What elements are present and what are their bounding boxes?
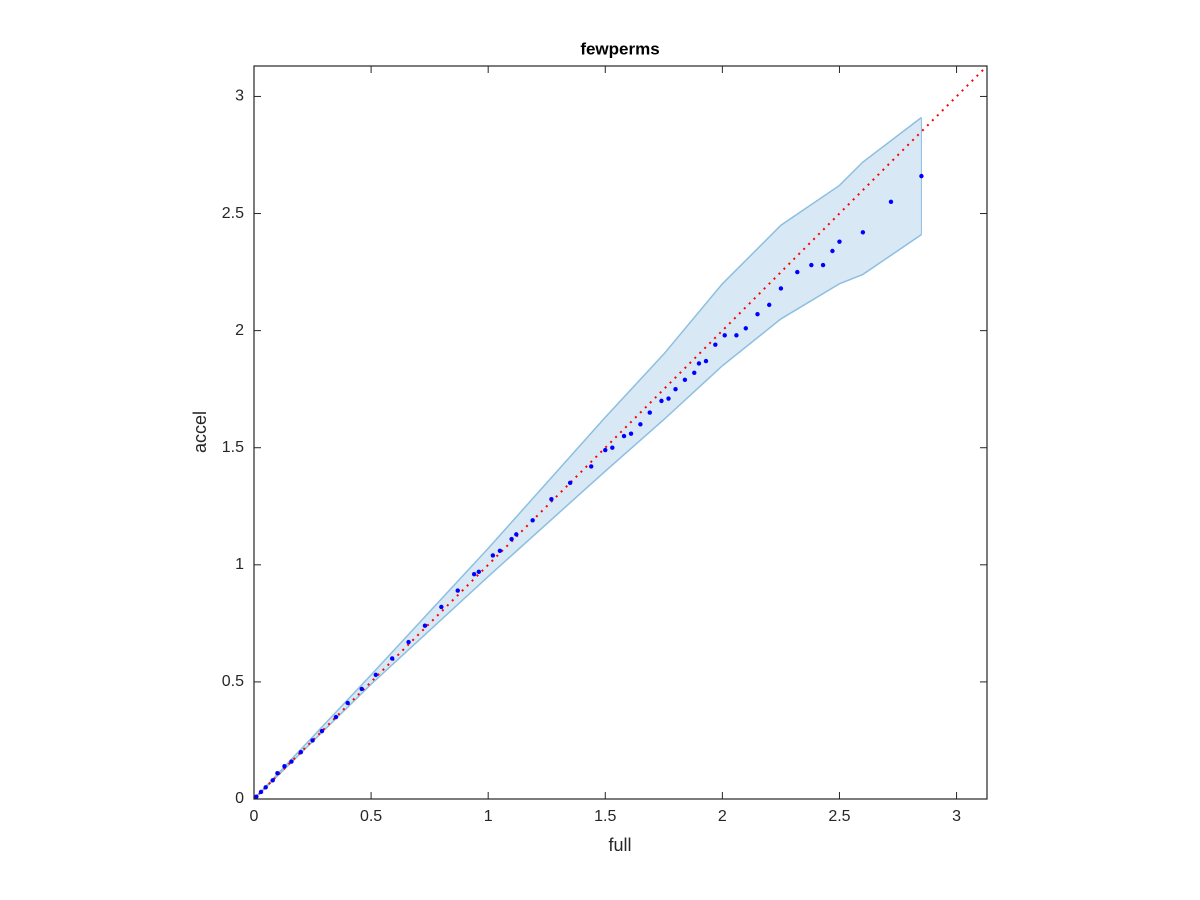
data-point bbox=[603, 447, 608, 453]
data-point bbox=[289, 759, 294, 764]
data-point bbox=[682, 377, 688, 383]
y-tick-label: 0.5 bbox=[222, 673, 244, 690]
y-tick-label: 3 bbox=[235, 88, 244, 105]
data-point bbox=[298, 749, 304, 755]
x-tick-label: 2 bbox=[718, 808, 727, 825]
data-point bbox=[703, 358, 709, 364]
band-edge bbox=[253, 116, 922, 800]
data-point bbox=[837, 239, 842, 244]
y-tick-label: 2.5 bbox=[222, 205, 244, 222]
data-point bbox=[589, 464, 594, 469]
data-point bbox=[514, 532, 519, 537]
data-point bbox=[270, 778, 275, 783]
data-point bbox=[696, 361, 702, 366]
data-point bbox=[345, 700, 350, 706]
data-point bbox=[647, 410, 652, 415]
data-point bbox=[628, 431, 634, 436]
data-point bbox=[455, 588, 460, 593]
data-point bbox=[476, 569, 482, 575]
data-point bbox=[888, 199, 894, 205]
data-point bbox=[389, 656, 395, 661]
data-point bbox=[359, 686, 364, 692]
data-point bbox=[422, 623, 428, 628]
reference-line bbox=[253, 65, 988, 800]
confidence-band bbox=[254, 117, 922, 800]
data-point bbox=[275, 771, 280, 776]
data-point bbox=[638, 422, 643, 427]
data-point bbox=[860, 230, 866, 235]
y-tick-label: 0 bbox=[235, 790, 244, 807]
data-point bbox=[713, 342, 718, 347]
x-axis-label: full bbox=[608, 835, 631, 855]
y-tick-label: 1.5 bbox=[222, 439, 244, 456]
data-point bbox=[743, 326, 748, 331]
data-point bbox=[263, 785, 268, 790]
data-point bbox=[809, 262, 814, 268]
data-point bbox=[919, 173, 924, 179]
axes-box bbox=[253, 65, 988, 800]
data-point bbox=[567, 480, 573, 486]
data-point bbox=[820, 262, 826, 268]
data-point bbox=[258, 789, 264, 795]
data-point bbox=[755, 312, 760, 317]
x-tick-label: 2.5 bbox=[828, 808, 850, 825]
data-point bbox=[373, 672, 378, 678]
data-point bbox=[530, 518, 535, 523]
data-point bbox=[673, 386, 678, 392]
data-point bbox=[610, 445, 615, 450]
x-tick-label: 0.5 bbox=[360, 808, 382, 825]
data-point bbox=[471, 571, 477, 577]
data-point bbox=[767, 302, 772, 308]
data-point bbox=[310, 738, 315, 743]
data-point bbox=[830, 248, 835, 254]
y-axis-label: accel bbox=[190, 411, 210, 453]
y-tick-label: 1 bbox=[235, 556, 244, 573]
data-point bbox=[734, 333, 739, 338]
data-point bbox=[795, 269, 800, 275]
data-point bbox=[333, 714, 339, 720]
data-point bbox=[659, 398, 664, 404]
data-point bbox=[778, 286, 784, 291]
data-point bbox=[621, 433, 627, 439]
x-tick-label: 3 bbox=[952, 808, 961, 825]
data-point bbox=[666, 396, 671, 401]
data-point bbox=[549, 497, 554, 502]
data-point bbox=[319, 728, 325, 734]
x-tick-label: 1.5 bbox=[594, 808, 616, 825]
chart-title: fewperms bbox=[580, 39, 659, 58]
y-tick-label: 2 bbox=[235, 322, 244, 339]
data-point bbox=[497, 548, 503, 553]
data-point bbox=[406, 639, 411, 645]
data-point bbox=[439, 604, 444, 610]
x-tick-label: 1 bbox=[484, 808, 493, 825]
data-point bbox=[282, 764, 287, 769]
data-point bbox=[509, 536, 514, 542]
x-tick-label: 0 bbox=[250, 808, 259, 825]
data-point bbox=[722, 333, 727, 338]
band-edge bbox=[253, 233, 922, 800]
data-point bbox=[490, 553, 496, 558]
data-point bbox=[692, 370, 697, 375]
data-point bbox=[254, 794, 259, 799]
